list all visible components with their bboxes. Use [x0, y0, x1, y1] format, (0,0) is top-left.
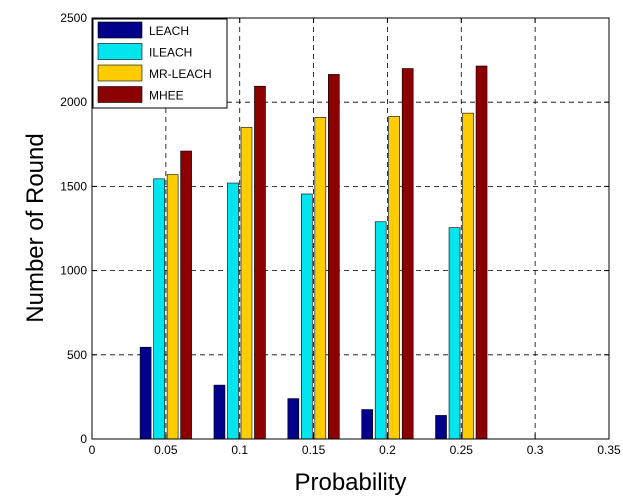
bar-leach-3 — [361, 409, 373, 440]
grid-lines — [92, 18, 609, 439]
x-tick-label: 0.1 — [231, 443, 248, 457]
legend-label: MHEE — [149, 89, 184, 103]
bar-ileach-2 — [301, 193, 313, 440]
legend-swatch — [97, 21, 143, 39]
x-tick-label: 0.15 — [302, 443, 326, 457]
bar-mhee-3 — [401, 68, 414, 440]
bar-mhee-1 — [254, 85, 266, 440]
y-tick-label: 2000 — [60, 95, 87, 109]
y-tick-label: 1500 — [60, 179, 87, 193]
bar-ileach-4 — [448, 227, 461, 440]
x-tick-label: 0.05 — [154, 443, 178, 457]
bar-series — [139, 65, 488, 440]
bar-ileach-1 — [227, 182, 239, 440]
x-tick-label: 0.2 — [379, 443, 396, 457]
plot-frame — [91, 17, 610, 440]
legend-swatch — [97, 43, 143, 60]
x-tick-label: 0.25 — [450, 443, 474, 457]
y-axis-label: Number of Round — [22, 133, 49, 322]
x-tick-label: 0.3 — [527, 443, 544, 457]
y-tick-label: 1000 — [60, 264, 87, 278]
bar-mr-leach-4 — [462, 112, 474, 440]
bar-mhee-0 — [180, 150, 192, 440]
bar-leach-2 — [287, 398, 300, 440]
bar-mr-leach-1 — [240, 127, 253, 440]
bar-leach-0 — [139, 346, 152, 440]
legend-swatch — [97, 86, 143, 103]
x-tick-label: 0.35 — [597, 443, 621, 457]
legend-swatch — [97, 64, 143, 82]
bar-mhee-4 — [475, 65, 488, 440]
y-tick-label: 0 — [80, 432, 87, 446]
bar-mr-leach-2 — [314, 117, 327, 440]
bar-leach-4 — [435, 415, 447, 440]
bar-mhee-2 — [328, 74, 340, 440]
axis-ticks: 0 0.05 0.1 0.15 0.2 0.25 0.3 0.35 0 500 1000 1500 20… — [60, 11, 621, 457]
legend-label: ILEACH — [149, 46, 192, 60]
bar-ileach-0 — [153, 178, 165, 440]
legend-label: LEACH — [149, 24, 189, 38]
legend-label: MR-LEACH — [149, 67, 212, 81]
x-axis-label: Probability — [294, 469, 406, 496]
bar-mr-leach-0 — [166, 174, 179, 440]
bar-leach-1 — [213, 384, 226, 440]
x-tick-label: 0 — [89, 443, 96, 457]
legend: LEACH ILEACH MR-LEACH MHEE — [92, 18, 228, 109]
y-tick-label: 500 — [67, 348, 87, 362]
bar-mr-leach-3 — [388, 116, 400, 440]
bar-ileach-3 — [374, 221, 387, 440]
y-tick-label: 2500 — [60, 11, 87, 25]
